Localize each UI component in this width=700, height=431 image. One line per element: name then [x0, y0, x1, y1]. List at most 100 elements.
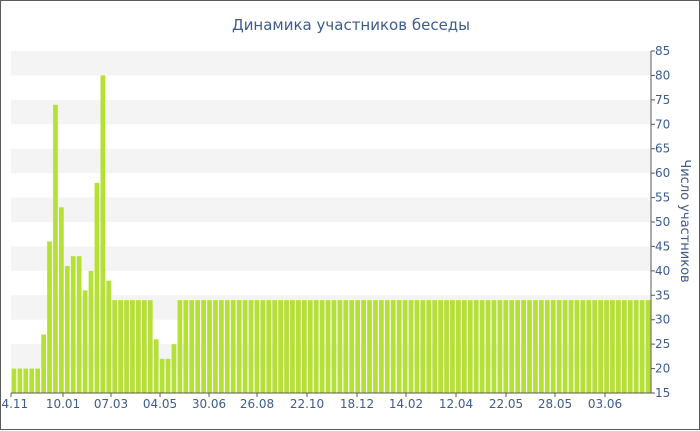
bars	[11, 75, 651, 393]
bar	[284, 300, 289, 393]
bar	[59, 207, 64, 393]
bar	[485, 300, 491, 393]
bar	[367, 300, 372, 393]
bar	[17, 368, 23, 393]
bar	[260, 300, 266, 393]
bar	[627, 300, 633, 393]
y-tick-label: 25	[655, 337, 670, 351]
x-tick-label: 14.11	[1, 397, 28, 411]
bar	[444, 300, 449, 393]
bar	[319, 300, 325, 393]
bar	[568, 300, 574, 393]
grid-band	[11, 99, 651, 125]
bar	[610, 300, 615, 393]
y-axis-title: Число участников	[677, 159, 692, 282]
bar	[124, 300, 129, 393]
bar	[219, 300, 224, 393]
bar	[598, 300, 603, 393]
y-tick-label: 40	[655, 264, 670, 278]
y-tick-label: 55	[655, 191, 670, 205]
bar	[396, 300, 402, 393]
bar	[278, 300, 283, 393]
bar	[521, 300, 526, 393]
bar	[633, 300, 639, 393]
bar	[254, 300, 260, 393]
bar	[621, 300, 627, 393]
x-tick-labels: 14.11 10.01 07.03 04.05 30.06 26.08 22.10 18.12…	[1, 393, 622, 411]
bar	[337, 300, 343, 393]
y-tick-label: 65	[655, 142, 670, 156]
bar	[213, 300, 218, 393]
bar	[450, 300, 455, 393]
x-tick-label: 26.08	[240, 397, 274, 411]
y-tick-label: 85	[655, 44, 670, 58]
grid-band	[11, 197, 651, 222]
bar	[64, 265, 70, 393]
x-tick-label: 10.01	[46, 397, 80, 411]
bar	[106, 280, 112, 393]
bar	[141, 300, 147, 393]
bar	[76, 256, 82, 393]
bar	[580, 300, 586, 393]
bar	[136, 300, 141, 393]
bar	[153, 339, 159, 393]
bar	[82, 290, 88, 393]
bar	[438, 300, 443, 393]
bar	[390, 300, 396, 393]
y-tick-label: 75	[655, 93, 670, 107]
bar	[592, 300, 598, 393]
bar	[313, 300, 319, 393]
bar	[207, 300, 212, 393]
bar	[290, 300, 295, 393]
bar	[527, 300, 532, 393]
bar	[402, 300, 408, 393]
x-tick-label: 07.03	[94, 397, 128, 411]
bar	[562, 300, 568, 393]
x-tick-label: 22.05	[489, 397, 523, 411]
bar	[544, 300, 550, 393]
bar	[461, 300, 467, 393]
bar	[467, 300, 473, 393]
bar	[503, 300, 509, 393]
bar	[479, 300, 485, 393]
x-tick-label: 18.12	[340, 397, 374, 411]
x-tick-label: 28.05	[538, 397, 572, 411]
y-tick-label: 35	[655, 288, 670, 302]
bar	[604, 300, 609, 393]
bar	[432, 300, 438, 393]
x-tick-label: 04.05	[143, 397, 177, 411]
x-tick-label: 03.06	[588, 397, 622, 411]
bar	[224, 300, 230, 393]
y-tick-label: 20	[655, 362, 670, 376]
bar	[539, 300, 544, 393]
bar	[301, 300, 307, 393]
bar	[147, 300, 153, 393]
bar	[183, 300, 189, 393]
grid-band	[11, 295, 651, 320]
bar	[491, 300, 497, 393]
x-tick-label: 12.04	[439, 397, 473, 411]
bar	[35, 368, 41, 393]
bar	[272, 300, 278, 393]
y-tick-label: 60	[655, 166, 670, 180]
bar	[384, 300, 390, 393]
bar	[355, 300, 361, 393]
bar	[47, 241, 52, 393]
x-tick-label: 22.10	[290, 397, 324, 411]
bar	[426, 300, 432, 393]
y-tick-label: 80	[655, 68, 670, 82]
x-tick-label: 30.06	[192, 397, 226, 411]
bar	[616, 300, 621, 393]
bar	[23, 368, 29, 393]
bar	[556, 300, 562, 393]
x-tick-label: 14.02	[389, 397, 423, 411]
bar	[201, 300, 206, 393]
bar	[118, 300, 123, 393]
bar	[645, 300, 651, 393]
bar	[515, 300, 521, 393]
bar	[94, 182, 100, 393]
bar	[509, 300, 515, 393]
grid-bands	[11, 51, 651, 369]
